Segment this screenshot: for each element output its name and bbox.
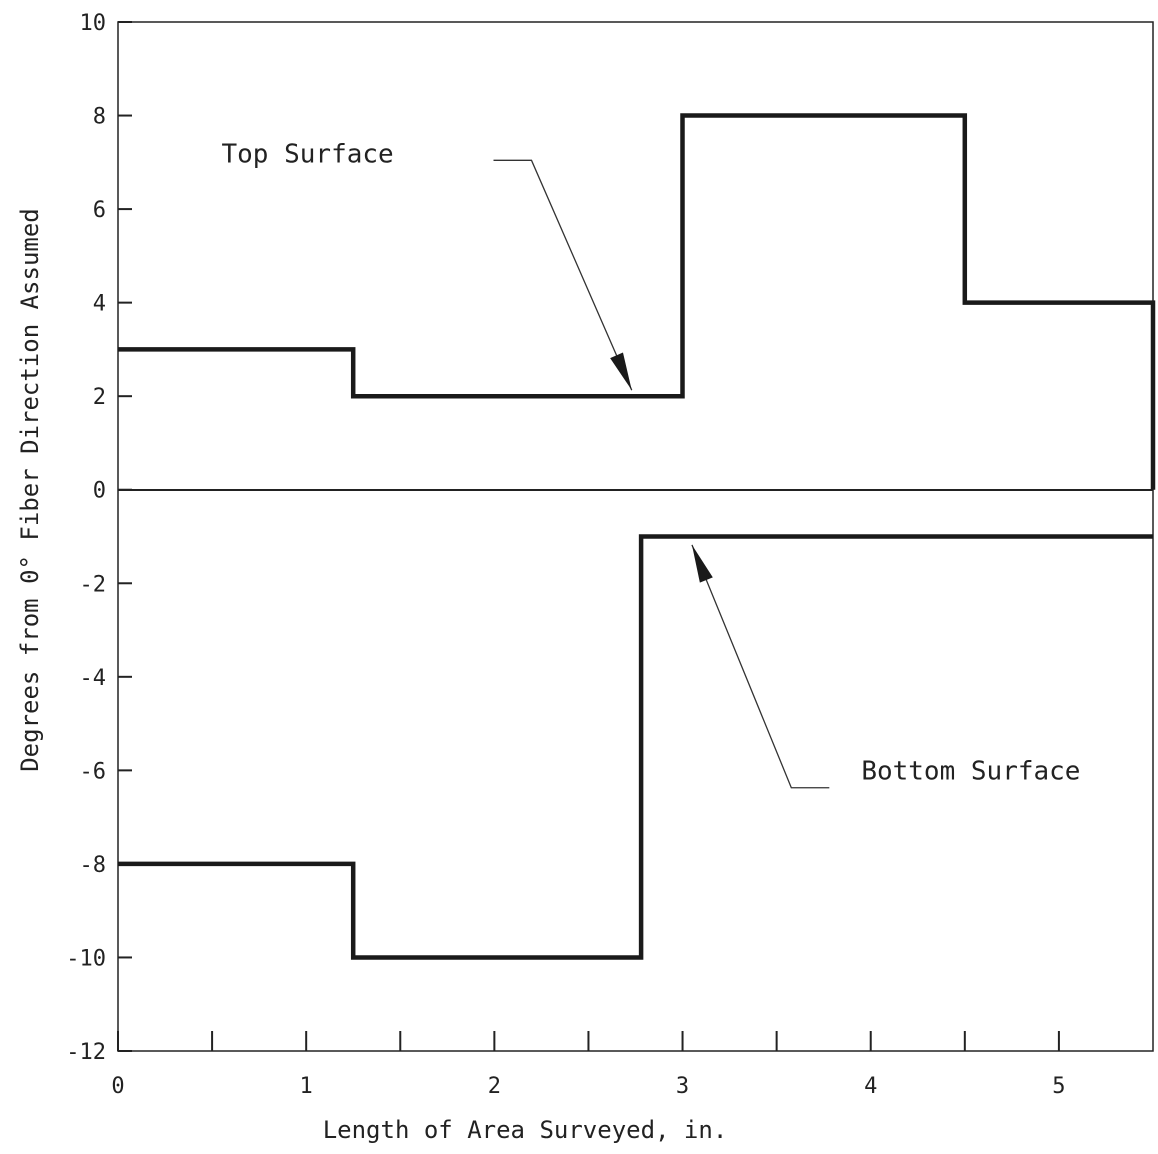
- y-tick-label: -10: [66, 946, 106, 971]
- y-axis-title: Degrees from 0° Fiber Direction Assumed: [16, 208, 44, 772]
- y-tick-label: -8: [80, 853, 107, 878]
- top-surface-line: [118, 113, 1156, 490]
- y-tick-label: -4: [80, 666, 107, 691]
- y-tick-label: 4: [93, 292, 106, 317]
- annotations: Top Surface Bottom Surface: [222, 139, 1080, 789]
- x-tick-label: 2: [488, 1074, 501, 1099]
- ticks: [117, 21, 1060, 1052]
- y-tick-label: -12: [66, 1040, 106, 1065]
- y-tick-label: -2: [80, 572, 107, 597]
- y-tick-label: 6: [93, 198, 106, 223]
- y-tick-label: 2: [93, 385, 106, 410]
- bottom-surface-label: Bottom Surface: [861, 757, 1080, 787]
- bottom-surface-arrowhead: [691, 544, 713, 583]
- top-surface-label: Top Surface: [222, 139, 394, 169]
- y-tick-label: 8: [93, 105, 106, 130]
- bottom-surface-line: [118, 534, 1153, 960]
- bottom-surface-leader: [691, 544, 830, 789]
- top-surface-arrowhead: [610, 352, 632, 391]
- x-axis-title: Length of Area Surveyed, in.: [323, 1116, 728, 1144]
- y-tick-label: 0: [93, 479, 106, 504]
- x-tick-label: 4: [864, 1074, 877, 1099]
- x-tick-label: 1: [300, 1074, 313, 1099]
- top-surface-leader: [493, 159, 633, 391]
- y-tick-label: -6: [80, 759, 107, 784]
- series: [118, 113, 1156, 960]
- x-tick-label: 5: [1052, 1074, 1065, 1099]
- x-tick-label: 3: [676, 1074, 689, 1099]
- y-tick-label: 10: [80, 11, 107, 36]
- x-tick-label: 0: [111, 1074, 124, 1099]
